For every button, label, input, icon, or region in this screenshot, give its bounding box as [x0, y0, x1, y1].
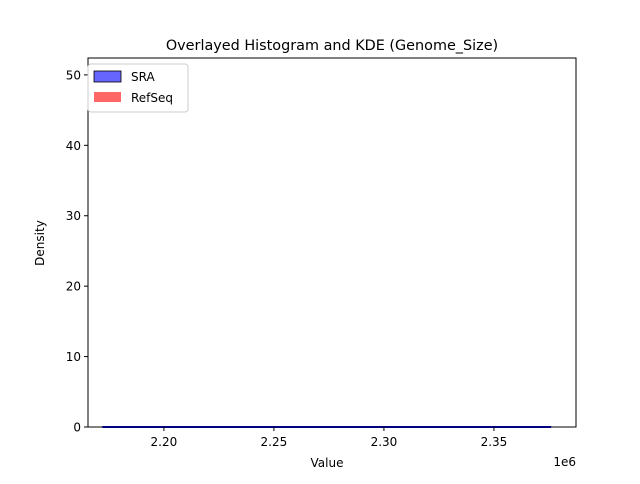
y-tick-label: 30: [66, 209, 81, 223]
x-offset-label: 1e6: [553, 455, 576, 469]
x-tick-label: 2.20: [151, 435, 178, 449]
y-tick-label: 40: [66, 139, 81, 153]
y-tick-label: 10: [66, 350, 81, 364]
x-axis-label: Value: [311, 456, 344, 470]
y-tick-label: 50: [66, 68, 81, 82]
y-tick-label: 0: [73, 421, 81, 435]
legend-label-sra: SRA: [131, 70, 155, 84]
legend-swatch-sra: [93, 70, 122, 83]
legend: SRA RefSeq: [87, 63, 189, 113]
legend-label-refseq: RefSeq: [131, 91, 173, 105]
legend-swatch-refseq: [94, 92, 121, 102]
y-axis: 0 10 20 30 40 50: [66, 68, 88, 435]
chart-title: Overlayed Histogram and KDE (Genome_Size…: [166, 38, 498, 54]
x-axis: 2.20 2.25 2.30 2.35: [151, 427, 508, 449]
x-tick-label: 2.25: [261, 435, 288, 449]
x-tick-label: 2.30: [371, 435, 398, 449]
axes-frame: [87, 57, 577, 428]
y-axis-label: Density: [33, 220, 47, 266]
y-tick-label: 20: [66, 280, 81, 294]
x-tick-label: 2.35: [481, 435, 508, 449]
